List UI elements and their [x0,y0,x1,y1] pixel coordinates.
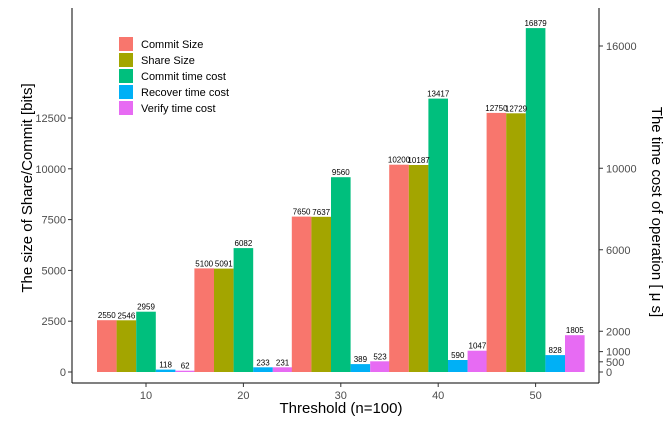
legend-label: Verify time cost [141,103,216,115]
bar [545,355,565,372]
y2-tick-label: 0 [606,367,612,379]
y2-tick-label: 16000 [606,41,637,53]
bar [486,112,507,373]
data-label: 5100 [195,259,213,268]
y-axis-title: The size of Share/Commit [bits] [19,83,36,292]
bar [253,367,273,372]
data-label: 1047 [469,342,487,351]
data-label: 7637 [312,208,330,217]
legend-label: Share Size [141,55,195,67]
bar [448,360,468,372]
bar [116,320,137,372]
data-label: 16879 [524,19,547,28]
y2-tick-label: 6000 [606,245,630,257]
bar [389,164,409,372]
legend-swatch [119,53,133,67]
data-label: 590 [451,351,465,360]
x-tick-label: 20 [237,390,249,402]
bar [155,369,176,372]
data-label: 13417 [427,90,450,99]
y2-tick-label: 2000 [606,326,630,338]
bar [272,367,293,372]
bar [97,320,117,372]
bar [350,364,371,372]
y-tick-label: 7500 [42,215,66,227]
data-label: 5091 [215,260,233,269]
legend-label: Commit time cost [141,71,226,83]
data-label: 118 [159,361,172,370]
data-label: 2959 [137,303,155,312]
data-label: 2550 [98,311,116,320]
y-tick-label: 2500 [42,316,66,328]
bar [291,216,312,372]
x-axis-title: Threshold (n=100) [280,400,403,417]
x-tick-label: 50 [529,390,541,402]
bar [136,311,156,372]
data-label: 389 [354,355,368,364]
bar [506,113,526,373]
bar [233,248,254,372]
y2-axis-title: The time cost of operation [ μ s] [648,107,665,317]
data-label: 10200 [388,156,411,165]
bar [565,335,585,372]
bar [467,350,488,372]
data-label: 233 [256,358,270,367]
data-label: 10187 [407,156,430,165]
data-label: 62 [181,362,190,371]
bar [194,268,214,372]
bar [331,177,351,372]
y-tick-label: 10000 [35,164,66,176]
data-label: 12729 [505,104,528,113]
y-tick-label: 12500 [35,113,66,125]
y2-tick-label: 10000 [606,163,637,175]
bar [175,370,195,372]
data-label: 523 [373,352,387,361]
legend-swatch [119,69,133,83]
data-label: 231 [276,358,290,367]
legend-label: Recover time cost [141,87,229,99]
data-label: 828 [549,346,563,355]
legend-swatch [119,37,133,51]
x-tick-label: 10 [140,390,152,402]
data-label: 12750 [485,104,508,113]
data-label: 1805 [566,326,584,335]
data-label: 9560 [332,168,350,177]
bar [311,216,331,372]
legend-label: Commit Size [141,39,203,51]
y2-tick-label: 500 [606,357,624,369]
bar [214,268,234,372]
x-tick-label: 30 [335,390,347,402]
bar [370,361,390,372]
data-label: 2546 [118,311,136,320]
y-tick-label: 5000 [42,265,66,277]
axes-group: 0250050007500100001250005001000200060001… [35,8,637,402]
data-label: 7650 [293,208,311,217]
bars-group [97,28,585,373]
legend-swatch [119,85,133,99]
bar [428,98,448,372]
bar [408,165,429,372]
legend-swatch [119,101,133,115]
data-label: 6082 [235,239,253,248]
bar [525,28,546,372]
legend: Commit Size Share Size Commit time cost Rec… [119,37,229,115]
y2-tick-label: 1000 [606,347,630,359]
x-tick-label: 40 [432,390,444,402]
y-tick-label: 0 [60,367,66,379]
